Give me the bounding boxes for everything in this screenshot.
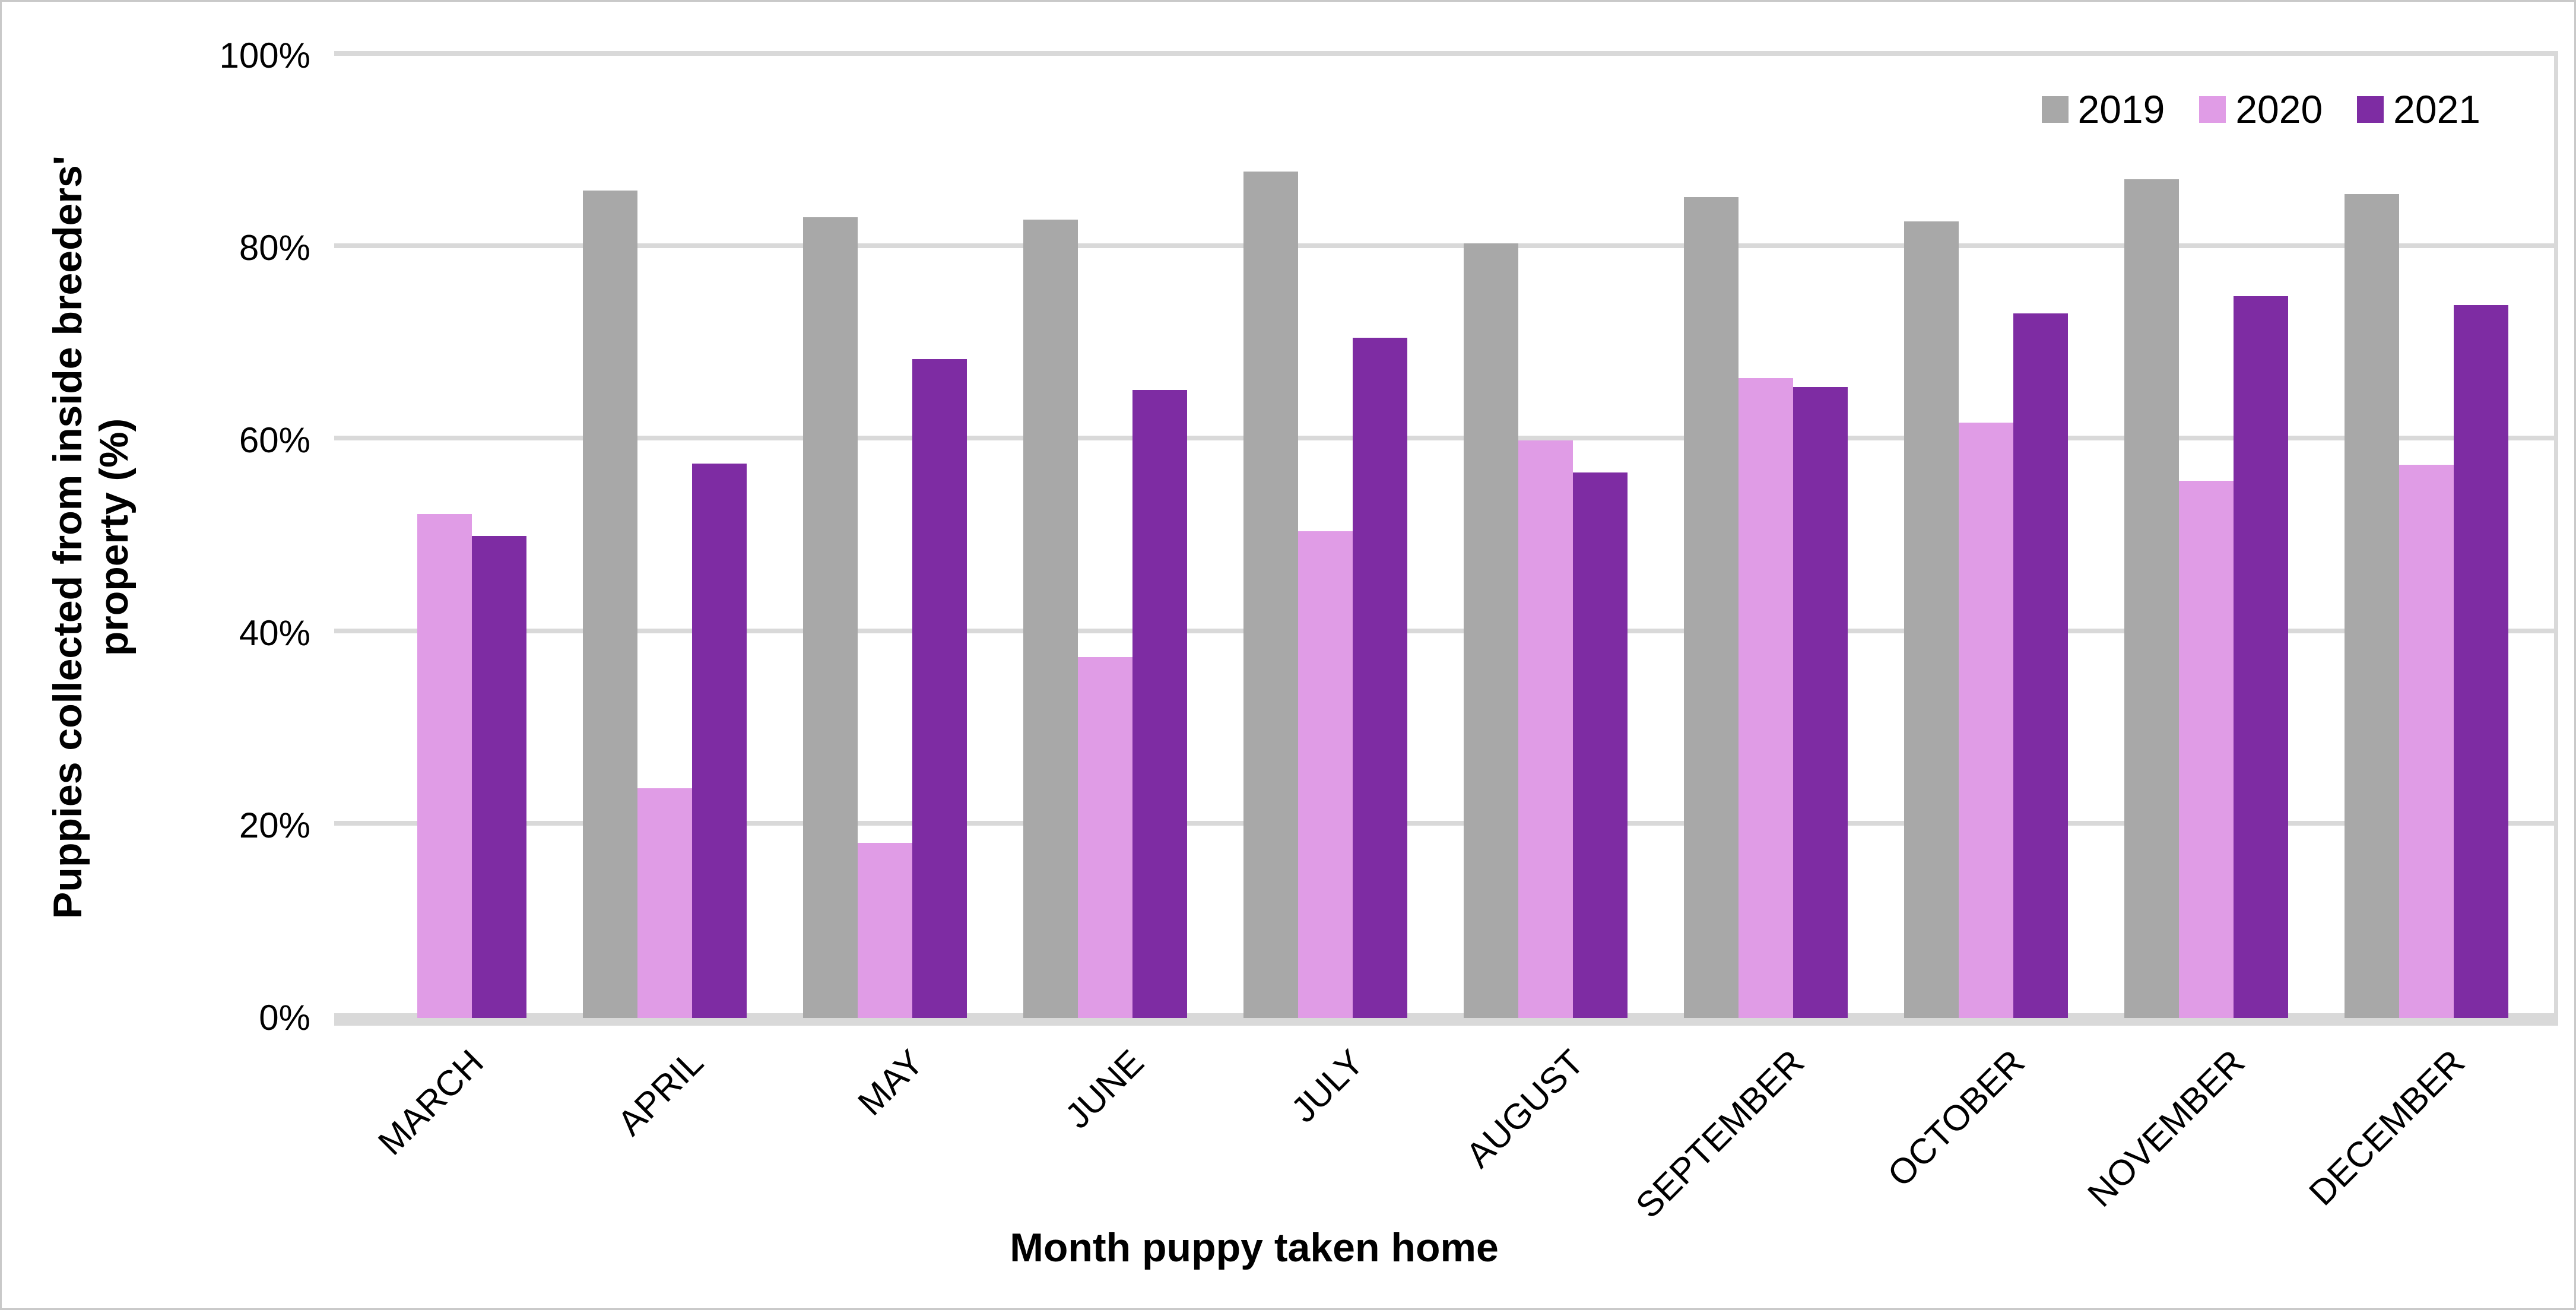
bar-2021-october <box>2013 313 2068 1018</box>
y-tick-label-20: 20% <box>239 805 310 845</box>
bar-2019-november <box>2124 179 2179 1018</box>
legend-label-2021: 2021 <box>2393 87 2480 131</box>
x-tick-label-text: NOVEMBER <box>2080 1042 2253 1214</box>
bar-2021-april <box>691 464 747 1018</box>
bar-group-september <box>1655 56 1876 1018</box>
bar-2020-august <box>1518 440 1573 1018</box>
legend: 2019 2020 2021 <box>2007 90 2480 129</box>
bar-2020-september <box>1738 378 1793 1018</box>
bar-2020-may <box>857 842 912 1018</box>
bar-2019-june <box>1023 219 1078 1018</box>
legend-item-2020: 2020 <box>2199 90 2323 129</box>
legend-swatch-2019 <box>2041 96 2069 123</box>
bar-2021-july <box>1352 337 1407 1018</box>
gridline-20 <box>334 820 2558 826</box>
bar-groups <box>334 56 2536 1018</box>
bar-2021-march <box>471 535 526 1018</box>
legend-label-2019: 2019 <box>2077 87 2165 131</box>
legend-swatch-2020 <box>2199 96 2226 123</box>
y-tick-label-40: 40% <box>239 613 310 653</box>
x-tick-label-text: AUGUST <box>1458 1042 1592 1175</box>
y-tick-label-0: 0% <box>259 998 310 1038</box>
x-tick-label-text: DECEMBER <box>2301 1042 2473 1213</box>
x-axis-tick-labels: MARCH APRIL MAY JUNE JULY AUGUST SEPTEMBER OCTO… <box>334 1018 2536 1232</box>
bar-2021-june <box>1132 389 1187 1018</box>
bar-2019-july <box>1243 171 1298 1018</box>
bar-group-august <box>1435 56 1655 1018</box>
bar-2019-september <box>1683 197 1739 1018</box>
bar-2021-december <box>2453 304 2508 1018</box>
x-tick-label-text: MAY <box>850 1042 931 1123</box>
x-axis-title: Month puppy taken home <box>1010 1225 1499 1270</box>
bar-2021-november <box>2233 296 2288 1018</box>
bar-2020-july <box>1297 531 1353 1018</box>
y-tick-label-60: 60% <box>239 420 310 461</box>
bar-2019-may <box>802 217 858 1018</box>
bar-2020-march <box>417 513 472 1018</box>
bar-group-december <box>2316 56 2536 1018</box>
bar-2020-june <box>1077 657 1132 1018</box>
bar-group-march <box>334 56 554 1018</box>
y-tick-label-100: 100% <box>219 36 310 75</box>
gridline-0 <box>334 1013 2558 1018</box>
plot-right-border <box>2554 56 2558 1018</box>
x-tick-label-text: JULY <box>1283 1042 1372 1130</box>
bar-group-may <box>775 56 995 1018</box>
bar-group-july <box>1215 56 1435 1018</box>
plot-area <box>334 51 2558 1026</box>
gridline-100 <box>334 51 2558 56</box>
x-tick-label-text: APRIL <box>610 1042 711 1143</box>
bar-2019-december <box>2344 194 2399 1018</box>
bar-2019-april <box>582 190 637 1018</box>
bar-2019-october <box>1904 221 1959 1018</box>
bar-2019-august <box>1463 243 1518 1018</box>
gridline-40 <box>334 628 2558 633</box>
legend-label-2020: 2020 <box>2235 87 2323 131</box>
bar-2020-october <box>1958 422 2013 1018</box>
bar-group-november <box>2096 56 2316 1018</box>
bar-2021-may <box>912 359 967 1018</box>
gridline-60 <box>334 436 2558 441</box>
bar-group-june <box>995 56 1215 1018</box>
bar-2020-december <box>2399 464 2454 1018</box>
bar-2021-august <box>1572 472 1628 1018</box>
legend-item-2019: 2019 <box>2041 87 2165 131</box>
bar-2021-september <box>1793 386 1848 1018</box>
y-axis-title-line1: Puppies collected from inside breeders' <box>45 156 90 919</box>
x-tick-label-text: JUNE <box>1057 1042 1151 1136</box>
x-tick-label-text: OCTOBER <box>1880 1042 2032 1195</box>
x-tick-label-text: SEPTEMBER <box>1628 1042 1812 1226</box>
y-axis-title-line2: property (%) <box>91 418 137 656</box>
bar-2020-november <box>2178 481 2234 1018</box>
x-tick-label-text: MARCH <box>370 1042 491 1163</box>
bar-2020-april <box>637 788 692 1018</box>
x-axis-line <box>334 1018 2558 1026</box>
y-axis-title: Puppies collected from inside breeders' … <box>45 3 139 1071</box>
bar-group-april <box>554 56 775 1018</box>
y-tick-label-80: 80% <box>239 228 310 268</box>
legend-item-2021: 2021 <box>2357 90 2480 129</box>
bar-group-october <box>1876 56 2096 1018</box>
legend-swatch-2021 <box>2357 96 2384 123</box>
gridline-80 <box>334 243 2558 249</box>
